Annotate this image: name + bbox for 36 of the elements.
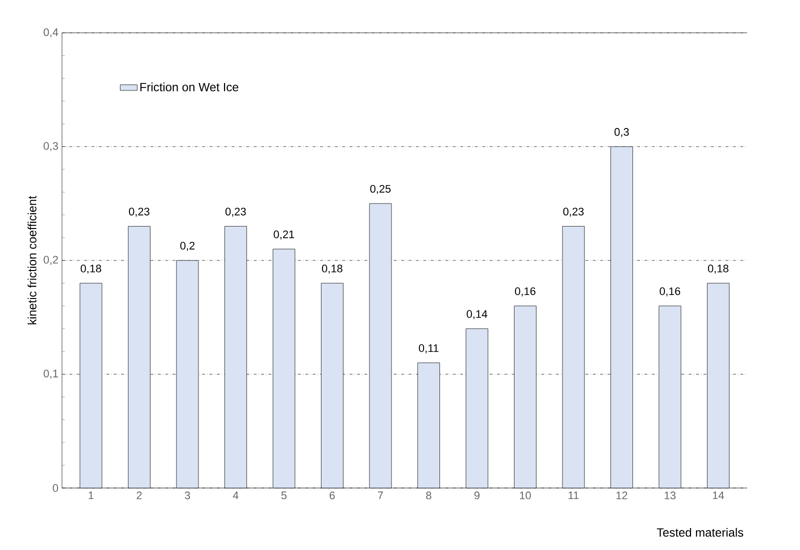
data-label: 0,18: [708, 264, 728, 274]
x-tick-label: 6: [330, 492, 335, 500]
x-tick-label: 7: [378, 492, 383, 500]
data-label: 0,23: [128, 208, 150, 217]
data-label: 0,23: [563, 208, 584, 217]
y-axis-title: kinetic friction coefficient: [28, 196, 36, 324]
x-tick-label: 13: [664, 492, 676, 500]
data-label: 0,25: [370, 184, 391, 194]
x-tick-label: 10: [520, 492, 531, 500]
y-tick-label: 0,2: [44, 256, 58, 265]
data-label: 0,18: [322, 264, 342, 274]
data-label: 0,14: [466, 310, 488, 320]
x-tick-label: 5: [281, 492, 287, 500]
x-tick-label: 12: [616, 492, 628, 500]
data-label: 0,16: [660, 287, 680, 296]
data-label: 0,11: [418, 344, 438, 354]
data-label: 0,21: [274, 230, 294, 240]
data-label: 0,2: [180, 242, 195, 251]
y-tick-label: 0,4: [44, 28, 58, 38]
y-tick-label: 0,1: [44, 370, 58, 379]
data-label: 0,23: [225, 208, 246, 217]
x-tick-label: 4: [232, 492, 238, 500]
data-label: 0,3: [614, 128, 629, 138]
y-tick-label: 0: [52, 484, 58, 492]
x-tick-label: 3: [184, 492, 190, 500]
legend-label: Friction on Wet Ice: [140, 82, 238, 92]
x-axis-title: Tested materials: [656, 528, 744, 537]
y-tick-label: 0,3: [44, 142, 58, 152]
x-tick-label: 1: [88, 492, 94, 500]
x-tick-label: 9: [474, 492, 480, 500]
x-tick-label: 2: [136, 492, 142, 500]
x-tick-label: 11: [568, 492, 579, 500]
data-label: 0,18: [80, 264, 102, 274]
x-tick-label: 8: [426, 492, 432, 500]
data-label: 0,16: [514, 287, 536, 296]
x-tick-label: 14: [712, 492, 724, 500]
